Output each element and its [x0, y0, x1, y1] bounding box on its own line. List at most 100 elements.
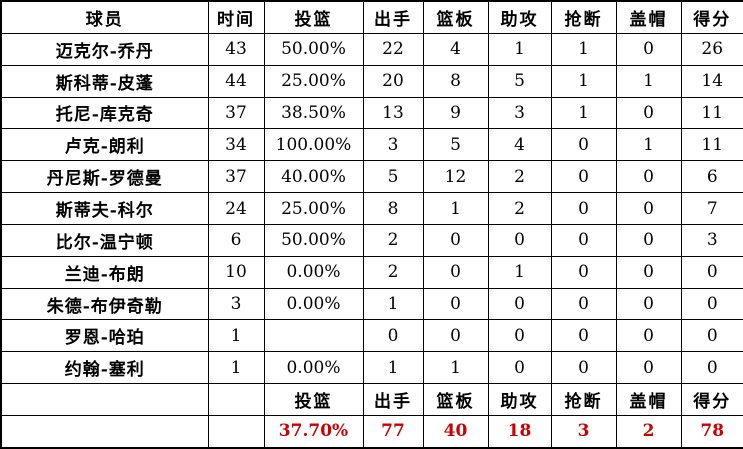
- stat-cell: 1: [550, 32, 617, 66]
- stat-cell: 5: [362, 160, 424, 194]
- stat-cell: 0: [550, 160, 617, 194]
- footer-header-7: 盖帽: [615, 383, 682, 416]
- stat-cell: 3: [207, 287, 265, 321]
- player-row: 罗恩-哈珀 1 0 0 0 0 0 0: [0, 319, 743, 353]
- column-header-6: 抢断: [550, 0, 617, 34]
- stat-cell: 1: [362, 351, 424, 385]
- player-row: 斯科蒂-皮蓬 44 25.00% 20 8 5 1 1 14: [0, 64, 743, 98]
- footer-header-2: 投篮: [263, 383, 364, 416]
- stat-cell: 0: [680, 287, 743, 321]
- player-name-cell: 卢克-朗利: [0, 128, 209, 162]
- stat-cell: 43: [207, 32, 265, 66]
- stat-cell: [263, 319, 364, 353]
- stat-cell: 0: [422, 223, 489, 257]
- stat-cell: 0: [550, 255, 617, 289]
- stat-cell: 26: [680, 32, 743, 66]
- player-name-cell: 迈克尔-乔丹: [0, 32, 209, 66]
- total-cell-8: 78: [680, 414, 743, 449]
- stat-cell: 14: [680, 64, 743, 98]
- stat-cell: 3: [362, 128, 424, 162]
- stat-cell: 20: [362, 64, 424, 98]
- stat-cell: 25.00%: [263, 192, 364, 225]
- stat-cell: 3: [680, 223, 743, 257]
- stat-cell: 0: [422, 287, 489, 321]
- stat-cell: 34: [207, 128, 265, 162]
- stat-cell: 0: [615, 192, 682, 225]
- column-header-0: 球员: [0, 0, 209, 34]
- stat-cell: 1: [362, 287, 424, 321]
- total-cell-2: 37.70%: [263, 414, 364, 449]
- footer-header-row: 投篮 出手 篮板 助攻 抢断 盖帽 得分: [0, 383, 743, 416]
- footer-header-3: 出手: [362, 383, 424, 416]
- stat-cell: 6: [207, 223, 265, 257]
- stat-cell: 13: [362, 96, 424, 130]
- stat-cell: 0: [615, 255, 682, 289]
- column-header-1: 时间: [207, 0, 265, 34]
- stat-cell: 2: [362, 255, 424, 289]
- stat-cell: 0: [680, 319, 743, 353]
- stat-cell: 40.00%: [263, 160, 364, 194]
- player-name-cell: 丹尼斯-罗德曼: [0, 160, 209, 194]
- player-row: 丹尼斯-罗德曼 37 40.00% 5 12 2 0 0 6: [0, 160, 743, 194]
- stat-cell: 6: [680, 160, 743, 194]
- stat-cell: 0: [550, 319, 617, 353]
- player-name-cell: 罗恩-哈珀: [0, 319, 209, 353]
- player-name-cell: 兰迪-布朗: [0, 255, 209, 289]
- stat-cell: 22: [362, 32, 424, 66]
- stat-cell: 7: [680, 192, 743, 225]
- stat-cell: 0: [362, 319, 424, 353]
- stat-cell: 1: [615, 128, 682, 162]
- stat-cell: 0: [615, 160, 682, 194]
- column-header-4: 篮板: [422, 0, 489, 34]
- stat-cell: 1: [487, 32, 552, 66]
- stat-cell: 0: [550, 192, 617, 225]
- stat-cell: 10: [207, 255, 265, 289]
- stat-cell: 0: [615, 96, 682, 130]
- stat-cell: 50.00%: [263, 223, 364, 257]
- stat-cell: 0.00%: [263, 287, 364, 321]
- player-name-cell: 比尔-温宁顿: [0, 223, 209, 257]
- stat-cell: 8: [362, 192, 424, 225]
- player-name-cell: 托尼-库克奇: [0, 96, 209, 130]
- stat-cell: 11: [680, 128, 743, 162]
- stat-cell: 0: [550, 351, 617, 385]
- stat-cell: 0: [550, 223, 617, 257]
- stat-cell: 0: [550, 287, 617, 321]
- header-row: 球员 时间 投篮 出手 篮板 助攻 抢断 盖帽 得分: [0, 0, 743, 34]
- column-header-2: 投篮: [263, 0, 364, 34]
- stat-cell: 11: [680, 96, 743, 130]
- total-cell-1: [207, 414, 265, 449]
- column-header-3: 出手: [362, 0, 424, 34]
- player-name-cell: 约翰-塞利: [0, 351, 209, 385]
- stat-cell: 2: [362, 223, 424, 257]
- stat-cell: 0: [680, 351, 743, 385]
- player-name-cell: 朱德-布伊奇勒: [0, 287, 209, 321]
- stat-cell: 12: [422, 160, 489, 194]
- stat-cell: 38.50%: [263, 96, 364, 130]
- stat-cell: 8: [422, 64, 489, 98]
- total-cell-5: 18: [487, 414, 552, 449]
- footer-header-6: 抢断: [550, 383, 617, 416]
- stat-cell: 0.00%: [263, 255, 364, 289]
- player-row: 托尼-库克奇 37 38.50% 13 9 3 1 0 11: [0, 96, 743, 130]
- stat-cell: 1: [207, 319, 265, 353]
- total-cell-3: 77: [362, 414, 424, 449]
- footer-header-0: [0, 383, 209, 416]
- stat-cell: 1: [487, 255, 552, 289]
- stat-cell: 0: [487, 319, 552, 353]
- footer-header-1: [207, 383, 265, 416]
- stat-cell: 0: [487, 351, 552, 385]
- footer-header-5: 助攻: [487, 383, 552, 416]
- stat-cell: 50.00%: [263, 32, 364, 66]
- stat-cell: 0: [615, 287, 682, 321]
- total-cell-6: 3: [550, 414, 617, 449]
- stat-cell: 2: [487, 192, 552, 225]
- stat-cell: 0: [615, 32, 682, 66]
- stat-cell: 100.00%: [263, 128, 364, 162]
- stat-cell: 1: [422, 351, 489, 385]
- stat-cell: 0: [422, 319, 489, 353]
- stat-cell: 1: [550, 64, 617, 98]
